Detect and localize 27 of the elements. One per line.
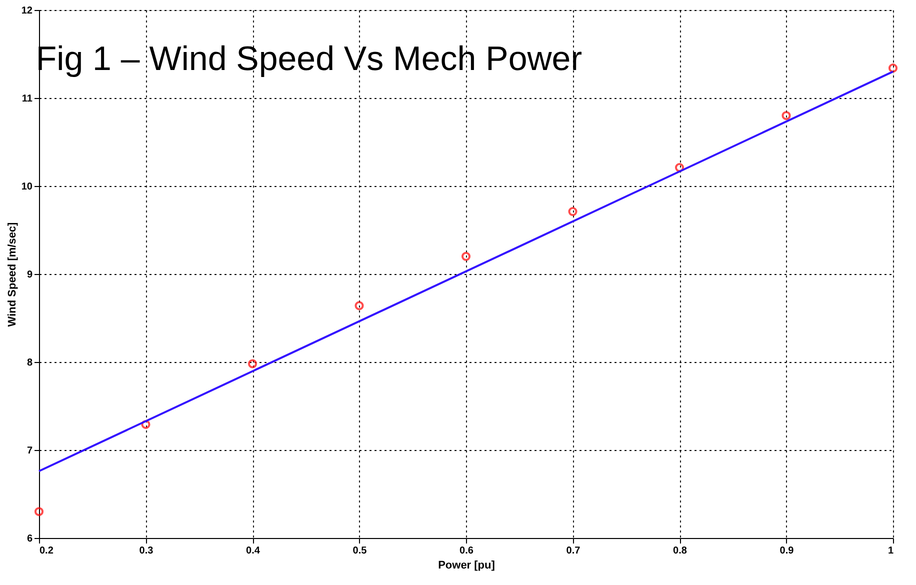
point xyxy=(141,420,150,430)
x-tick-label: 1 xyxy=(888,546,894,556)
point xyxy=(248,359,258,368)
point xyxy=(461,252,471,261)
y-tick-label: 10 xyxy=(21,182,33,192)
y-tick-label: 12 xyxy=(21,6,33,16)
y-tick-label: 7 xyxy=(26,446,33,456)
point xyxy=(888,64,898,73)
y-tick-label: 8 xyxy=(26,358,33,368)
point xyxy=(34,507,44,516)
y-tick-label: 9 xyxy=(26,270,33,280)
x-tick-label: 0.6 xyxy=(460,546,474,556)
x-tick-label: 0.4 xyxy=(246,546,260,556)
x-tick-label: 0.8 xyxy=(673,546,688,556)
x-tick-label: 0.3 xyxy=(139,546,154,556)
y-tick-label: 11 xyxy=(22,94,33,104)
x-tick-label: 0.2 xyxy=(40,546,54,556)
y-axis-title: Wind Speed [m/sec] xyxy=(6,222,18,327)
point xyxy=(568,206,578,216)
x-axis-title: Power [pu] xyxy=(438,560,496,572)
x-tick-label: 0.7 xyxy=(566,546,581,556)
point xyxy=(354,301,364,310)
x-tick-label: 0.9 xyxy=(780,546,794,556)
x-tick-label: 0.5 xyxy=(352,546,368,556)
point xyxy=(782,111,791,120)
y-tick-label: 6 xyxy=(26,534,33,544)
point xyxy=(674,162,684,172)
